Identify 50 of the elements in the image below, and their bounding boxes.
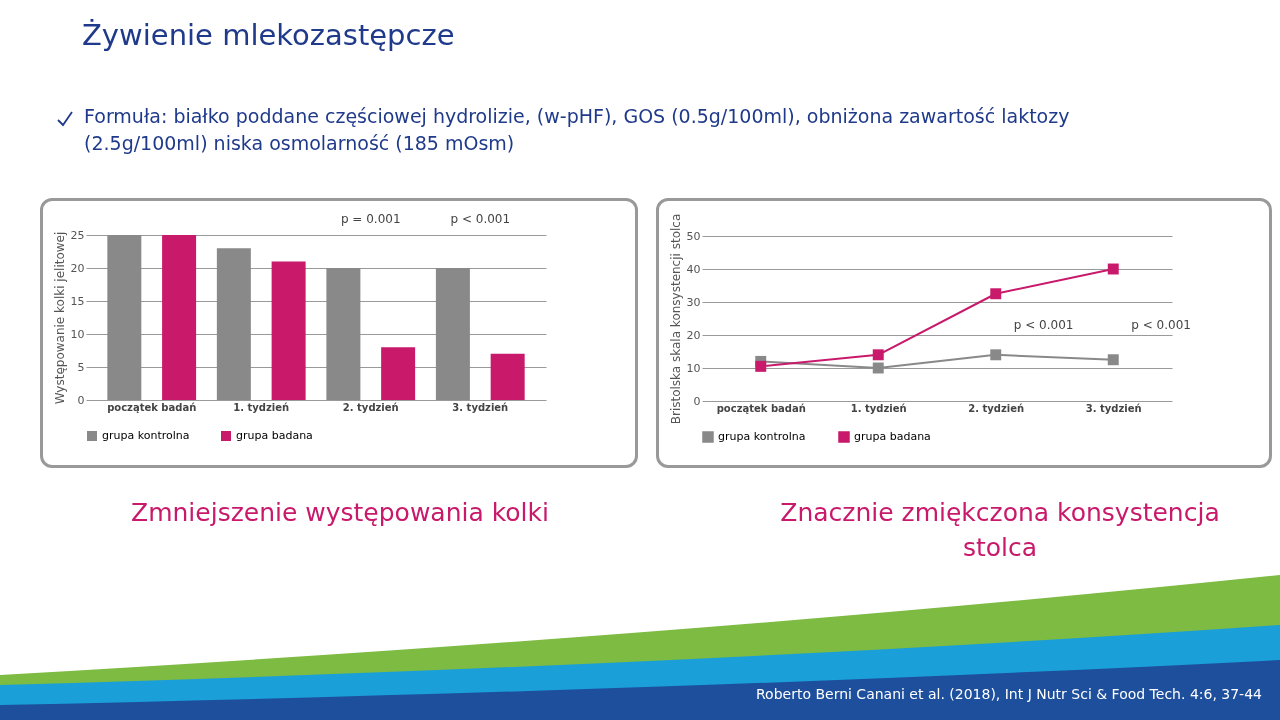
y-axis-title: Bristolska skala konsystencji stolca <box>668 213 683 425</box>
x-tick-label: 3. tydzień <box>1085 402 1142 414</box>
y-tick-label: 15 <box>70 294 85 308</box>
text: Żywienie mlekozastępcze <box>82 18 455 52</box>
y-tick-label: 0 <box>77 393 85 407</box>
bar <box>326 268 361 400</box>
y-tick-label: 25 <box>70 228 85 242</box>
annotation: p < 0.001 <box>1131 318 1191 333</box>
y-tick-label: 0 <box>693 394 701 408</box>
point <box>755 360 767 372</box>
point <box>1107 263 1119 275</box>
y-tick-label: 40 <box>686 262 701 276</box>
point <box>1107 354 1119 366</box>
y-tick-label: 50 <box>686 229 701 243</box>
bar <box>216 248 251 400</box>
text: Znacznie zmiękczona konsystencja stolca <box>779 497 1221 564</box>
bar <box>162 235 197 400</box>
y-tick-label: 20 <box>686 328 701 342</box>
y-tick-label: 30 <box>686 295 701 309</box>
point <box>872 362 884 374</box>
x-tick-label: 2. tydzień <box>342 401 399 413</box>
y-tick-label: 10 <box>686 361 701 375</box>
x-tick-label: początek badań <box>716 402 806 414</box>
legend-label: grupa badana <box>236 429 313 442</box>
legend-label: grupa badana <box>854 430 931 443</box>
x-tick-label: 2. tydzień <box>968 402 1025 414</box>
x-tick-label: 3. tydzień <box>452 401 509 413</box>
text: Roberto Berni Canani et al. (2018), Int J Nutr Sci & Food Tech. 4:6, 37-44 <box>755 686 1262 702</box>
bar <box>490 353 525 400</box>
legend-label: grupa kontrolna <box>718 430 806 443</box>
bar <box>107 235 142 400</box>
x-tick-label: 1. tydzień <box>850 402 907 414</box>
y-axis-title: Występowanie kolki jelitowej <box>52 231 67 405</box>
point <box>872 349 884 361</box>
text: p < 0.001 <box>450 212 511 226</box>
text: p = 0.001 <box>340 212 401 226</box>
point <box>990 349 1002 361</box>
bar <box>271 261 306 400</box>
x-tick-label: 1. tydzień <box>233 401 290 413</box>
text: Zmniejszenie występowania kolki <box>130 497 550 529</box>
y-tick-label: 5 <box>77 360 85 374</box>
text: Formuła: białko poddane częściowej hydrolizie, (w-pHF), GOS (0.5g/100ml), obniżona zawartość laktozy (2.5g/100ml) niska osmolarność (185 mOsm) <box>84 104 1071 156</box>
bar <box>435 268 470 400</box>
legend-label: grupa kontrolna <box>102 429 190 442</box>
y-tick-label: 10 <box>70 327 85 341</box>
x-tick-label: początek badań <box>107 401 197 413</box>
bar <box>381 347 416 400</box>
annotation: p < 0.001 <box>1013 318 1074 333</box>
y-tick-label: 20 <box>70 261 85 275</box>
point <box>990 288 1002 300</box>
